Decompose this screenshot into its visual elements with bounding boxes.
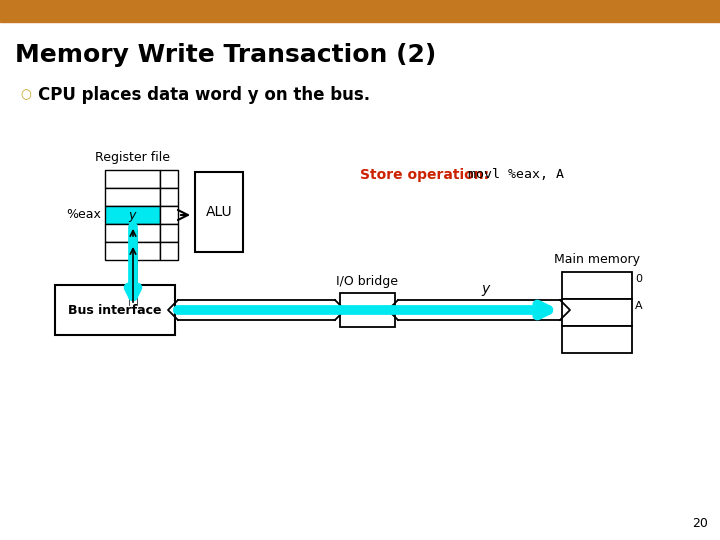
Bar xyxy=(160,188,178,206)
Text: %eax: %eax xyxy=(66,208,101,221)
Bar xyxy=(105,224,160,242)
Text: ALU: ALU xyxy=(206,205,233,219)
Bar xyxy=(160,170,178,188)
Bar xyxy=(105,206,160,224)
Text: Store operation:: Store operation: xyxy=(360,168,489,182)
Text: 20: 20 xyxy=(692,517,708,530)
Text: CPU places data word y on the bus.: CPU places data word y on the bus. xyxy=(38,86,370,104)
Text: y: y xyxy=(129,208,136,221)
Bar xyxy=(562,272,632,299)
Text: Register file: Register file xyxy=(95,151,170,164)
Text: Memory Write Transaction (2): Memory Write Transaction (2) xyxy=(15,43,436,67)
Bar xyxy=(562,326,632,353)
Text: movl %eax, A: movl %eax, A xyxy=(468,168,564,181)
Text: I/O bridge: I/O bridge xyxy=(336,275,398,288)
Text: 0: 0 xyxy=(635,274,642,284)
Text: A: A xyxy=(635,301,643,311)
Bar xyxy=(105,188,160,206)
Text: Bus interface: Bus interface xyxy=(68,303,162,316)
Bar xyxy=(160,206,178,224)
Bar xyxy=(562,299,632,326)
Bar xyxy=(160,242,178,260)
Bar xyxy=(195,172,243,252)
Text: y: y xyxy=(481,282,489,296)
Bar xyxy=(105,242,160,260)
Bar xyxy=(340,293,395,327)
Bar xyxy=(55,285,175,335)
Text: ○: ○ xyxy=(20,89,31,102)
Bar xyxy=(105,170,160,188)
Bar xyxy=(0,0,720,22)
Text: Main memory: Main memory xyxy=(554,253,640,266)
Bar xyxy=(160,224,178,242)
